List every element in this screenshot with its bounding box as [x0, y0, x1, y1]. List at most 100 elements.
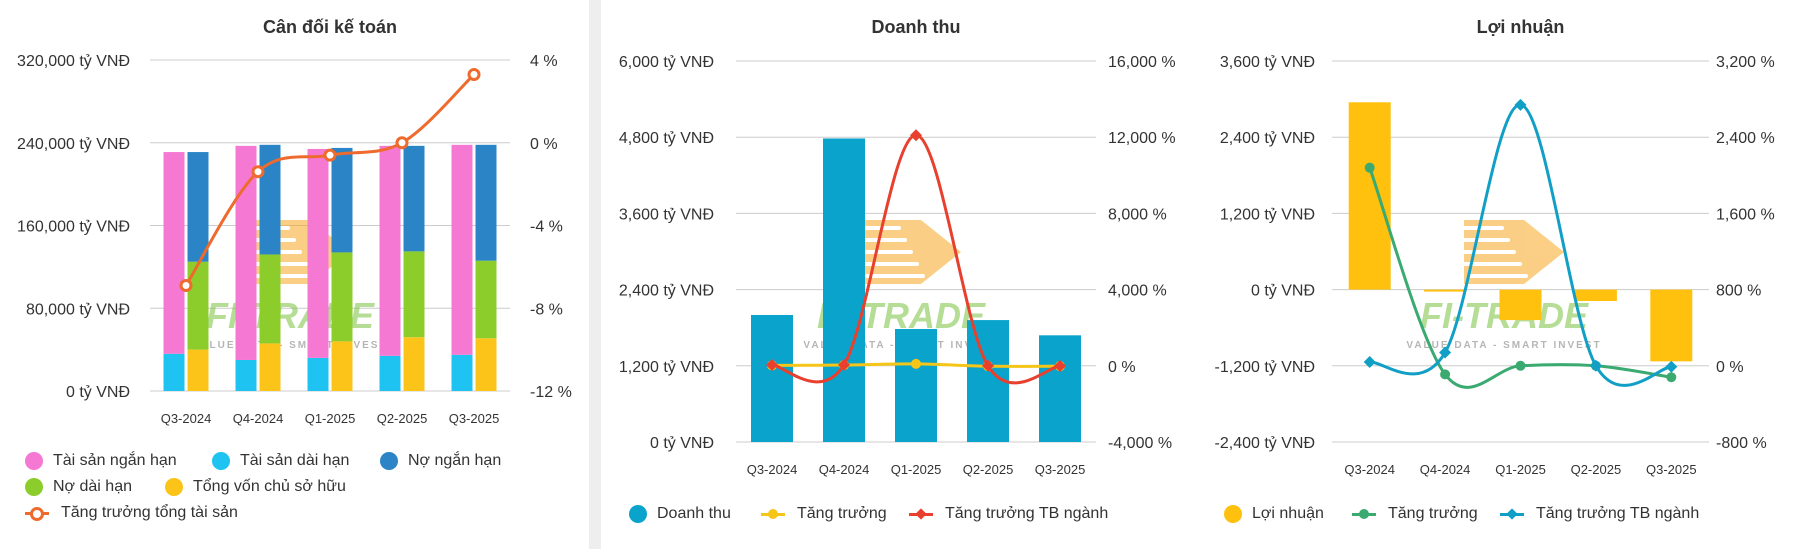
- stacked-bar-segment: [403, 337, 425, 391]
- line-point: [1665, 360, 1678, 373]
- legend-label: Doanh thu: [657, 505, 731, 522]
- legend-item[interactable]: Tài sản dài hạn: [212, 452, 349, 470]
- y-axis-tick-label: 3,600 tỷ VNĐ: [619, 206, 714, 223]
- x-axis-category-label: Q1-2025: [305, 411, 356, 426]
- y-axis-tick-label: 6,000 tỷ VNĐ: [619, 54, 714, 71]
- x-axis-category-label: Q4-2024: [233, 411, 284, 426]
- profit-bar: [1499, 289, 1542, 321]
- watermark-stripe: [1450, 238, 1510, 242]
- stacked-bar-segment: [475, 338, 497, 391]
- y-axis-tick-label: 1,200 tỷ VNĐ: [1220, 206, 1315, 223]
- legend-item[interactable]: Tăng trưởng: [761, 505, 887, 523]
- legend-item[interactable]: Lợi nhuận: [1224, 505, 1324, 523]
- legend-dot-icon: [629, 505, 647, 523]
- legend-item[interactable]: Tài sản ngắn hạn: [25, 452, 177, 470]
- line-point: [766, 359, 778, 372]
- chart-title: Doanh thu: [872, 17, 961, 37]
- legend-item[interactable]: Tăng trưởng: [1352, 505, 1478, 523]
- legend-item[interactable]: Doanh thu: [629, 505, 731, 523]
- x-axis-category-label: Q3-2024: [747, 462, 798, 477]
- stacked-bar-segment: [259, 343, 281, 391]
- stacked-bar-segment: [259, 254, 281, 344]
- y-axis-tick-label: 2,400 tỷ VNĐ: [619, 283, 714, 300]
- line-point: [179, 278, 193, 292]
- y-axis-tick-label: 80,000 tỷ VNĐ: [26, 301, 130, 318]
- legend-item[interactable]: Tăng trưởng TB ngành: [909, 505, 1108, 523]
- stacked-bar-segment: [235, 359, 257, 391]
- legend-line-icon: [25, 506, 49, 521]
- legend-marker-icon: [30, 506, 44, 521]
- line-point: [982, 359, 994, 372]
- profit-bar: [1348, 102, 1391, 290]
- stacked-bar-segment: [163, 152, 185, 354]
- watermark-stripe: [859, 262, 919, 266]
- y2-axis-tick-label: 3,200 %: [1716, 54, 1775, 71]
- x-axis-category-label: Q4-2024: [1420, 462, 1471, 477]
- line-point: [1666, 372, 1677, 383]
- legend-label: Tài sản dài hạn: [240, 452, 350, 469]
- revenue-chart: 0 tỷ VNĐ -4,000 % 1,200 tỷ VNĐ 0 % 2,400 tỷ …: [619, 17, 1176, 477]
- stacked-bar-segment: [451, 354, 473, 391]
- stacked-bar-segment: [379, 145, 401, 356]
- stacked-bar-segment: [403, 145, 425, 252]
- y2-axis-tick-label: 1,600 %: [1716, 206, 1775, 223]
- legend-label: Lợi nhuận: [1252, 505, 1324, 522]
- stacked-bar-segment: [187, 261, 209, 350]
- watermark-stripe: [865, 274, 925, 278]
- stacked-bar-segment: [187, 349, 209, 391]
- legend-item[interactable]: Tăng trưởng tổng tài sản: [25, 504, 238, 522]
- balance-sheet-chart: 0 tỷ VNĐ -12 % 80,000 tỷ VNĐ -8 % 160,000 tỷ…: [17, 17, 572, 426]
- y2-axis-tick-label: -8 %: [530, 301, 563, 318]
- line-point: [838, 358, 850, 371]
- profit-chart: -2,400 tỷ VNĐ -800 % -1,200 tỷ VNĐ 0 % 0 tỷ …: [1215, 17, 1775, 477]
- stacked-bar-segment: [163, 353, 185, 391]
- y2-axis-tick-label: -4,000 %: [1108, 435, 1172, 452]
- watermark-stripe: [1456, 250, 1516, 254]
- y2-axis-tick-label: 0 %: [530, 136, 558, 153]
- stacked-bar-segment: [403, 251, 425, 338]
- y-axis-tick-label: 3,600 tỷ VNĐ: [1220, 54, 1315, 71]
- legend-marker-icon: [1359, 508, 1369, 519]
- x-axis-category-label: Q1-2025: [1495, 462, 1546, 477]
- legend-line-icon: [1352, 508, 1376, 519]
- watermark-tagline-text: VALUE DATA - SMART INVEST: [1406, 340, 1601, 351]
- series-line: [1368, 167, 1672, 389]
- y2-axis-tick-label: 800 %: [1716, 283, 1761, 300]
- legend-label: Nợ dài hạn: [53, 478, 132, 495]
- y-axis-tick-label: -1,200 tỷ VNĐ: [1215, 359, 1315, 376]
- stacked-bar-segment: [379, 355, 401, 391]
- line-point: [1363, 355, 1376, 368]
- watermark-stripe: [1444, 226, 1504, 230]
- y2-axis-tick-label: -12 %: [530, 384, 572, 401]
- legend-label: Tăng trưởng tổng tài sản: [61, 504, 238, 521]
- legend-marker-icon: [915, 507, 927, 520]
- legend-label: Tăng trưởng TB ngành: [1536, 505, 1700, 522]
- y-axis-tick-label: 240,000 tỷ VNĐ: [17, 136, 130, 153]
- watermark-stripe: [1462, 262, 1522, 266]
- chart-title: Cân đối kế toán: [263, 17, 397, 37]
- line-point: [1364, 162, 1375, 173]
- y-axis-tick-label: 0 tỷ VNĐ: [66, 384, 130, 401]
- profit-bar: [1650, 289, 1693, 362]
- legend-marker-icon: [768, 508, 778, 519]
- stacked-bar-segment: [475, 144, 497, 261]
- legend-item[interactable]: Nợ dài hạn: [25, 478, 132, 496]
- x-axis-category-label: Q1-2025: [891, 462, 942, 477]
- balance-sheet-panel: 0 tỷ VNĐ -12 % 80,000 tỷ VNĐ -8 % 160,000 tỷ…: [0, 0, 589, 549]
- y-axis-tick-label: 2,400 tỷ VNĐ: [1220, 130, 1315, 147]
- y2-axis-tick-label: 2,400 %: [1716, 130, 1775, 147]
- legend-dot-icon: [380, 452, 398, 470]
- line-point: [1440, 369, 1451, 380]
- profit-bar: [1574, 289, 1617, 302]
- stacked-bar-segment: [451, 144, 473, 355]
- stacked-bar-segment: [331, 341, 353, 391]
- line-point: [910, 129, 922, 142]
- stacked-bar-segment: [307, 357, 329, 391]
- watermark-stripe: [1468, 274, 1528, 278]
- legend-item[interactable]: Nợ ngắn hạn: [380, 452, 501, 470]
- legend-item[interactable]: Tăng trưởng TB ngành: [1500, 505, 1699, 523]
- legend-dot-icon: [25, 478, 43, 496]
- legend-item[interactable]: Tổng vốn chủ sở hữu: [165, 478, 346, 496]
